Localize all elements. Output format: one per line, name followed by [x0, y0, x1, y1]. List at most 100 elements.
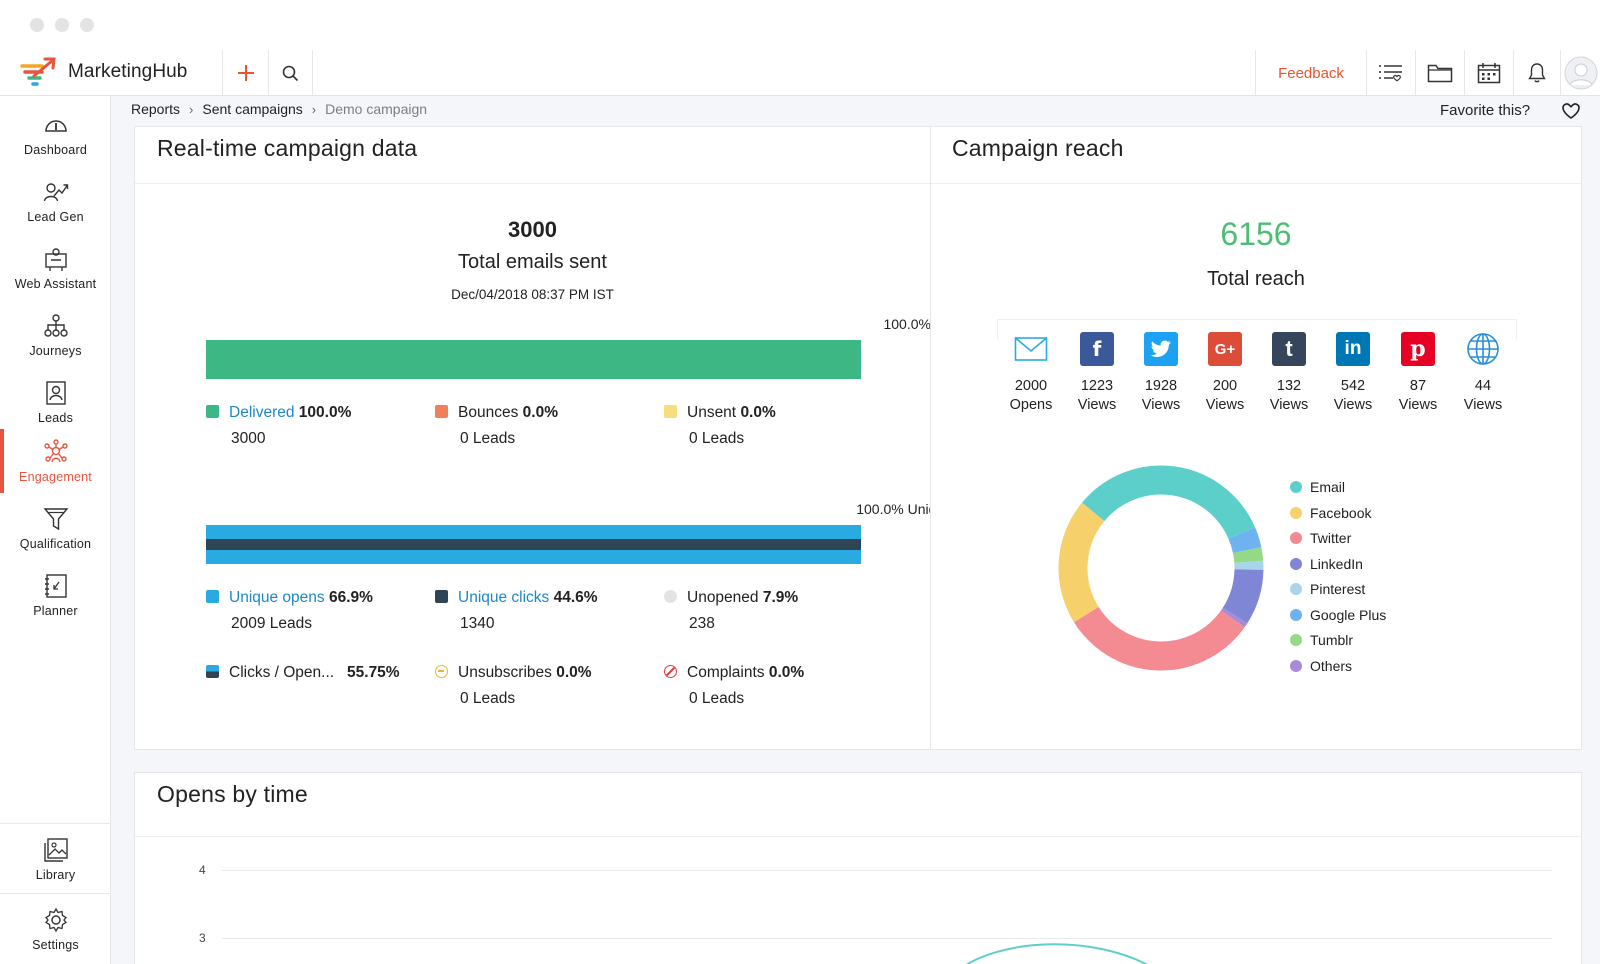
linkedin-icon: in [1336, 332, 1370, 366]
library-icon [43, 838, 68, 862]
complaints-value: 0.0% [768, 664, 805, 681]
channel-facebook[interactable]: f 1223 Views [1065, 332, 1129, 413]
delivered-link[interactable]: Delivered [229, 404, 295, 421]
donut-segment-tumblr[interactable] [1232, 547, 1264, 564]
legend-pinterest: Pinterest [1290, 581, 1365, 597]
channel-count: 1223 [1080, 378, 1114, 394]
calendar-button[interactable] [1465, 50, 1513, 96]
search-button[interactable] [269, 50, 312, 96]
legend-swatch [206, 405, 219, 418]
sidebar-item-library[interactable]: Library [0, 827, 111, 891]
sidebar-item-web-assistant[interactable]: Web Assistant [0, 236, 111, 300]
legend-google-plus: Google Plus [1290, 607, 1386, 623]
journeys-icon [43, 314, 68, 337]
channel-unit: Views [1141, 397, 1181, 413]
unique-clicks-value: 44.6% [553, 589, 598, 606]
gauge-icon [44, 120, 67, 132]
delivered-sub: 3000 [231, 430, 266, 447]
channel-tumblr[interactable]: t 132 Views [1257, 332, 1321, 413]
breadcrumb: Reports › Sent campaigns › Demo campaign [131, 101, 427, 117]
card-divider [931, 183, 1581, 184]
files-button[interactable] [1416, 50, 1464, 96]
total-reach-value: 6156 [1220, 216, 1292, 252]
channel-linkedin[interactable]: in 542 Views [1321, 332, 1385, 413]
sidebar-item-leads[interactable]: Leads [0, 370, 111, 434]
sidebar-item-lead-gen[interactable]: Lead Gen [0, 169, 111, 233]
sidebar-item-label: Engagement [19, 470, 92, 484]
app-logo-icon [20, 57, 56, 86]
create-button[interactable] [223, 50, 268, 96]
legend-tumblr: Tumblr [1290, 632, 1353, 648]
bounces-label: Bounces [458, 404, 519, 421]
feedback-button[interactable]: Feedback [1256, 50, 1366, 96]
funnel-icon [42, 508, 69, 531]
donut-segment-email[interactable] [1082, 465, 1256, 540]
folder-icon [1427, 64, 1453, 83]
sidebar-item-planner[interactable]: Planner [0, 563, 111, 627]
donut-segment-twitter[interactable] [1074, 606, 1245, 671]
channel-pinterest[interactable]: p 87 Views [1386, 332, 1450, 413]
complaint-icon [664, 665, 677, 678]
legend-label: Email [1310, 479, 1346, 495]
unsubscribe-icon [435, 665, 448, 678]
channel-count: 2000 [1014, 378, 1048, 394]
unopened-value: 7.9% [762, 589, 799, 606]
unsent-value: 0.0% [740, 404, 776, 421]
channel-google-plus[interactable]: G+ 200 Views [1193, 332, 1257, 413]
lists-button[interactable] [1367, 50, 1415, 96]
heart-icon[interactable] [1561, 101, 1581, 121]
realtime-title: Real-time campaign data [157, 135, 418, 161]
unique-opens-value: 66.9% [328, 589, 373, 606]
channel-unit: Views [1205, 397, 1245, 413]
window-minimize-dot[interactable] [55, 18, 69, 32]
sidebar-item-engagement[interactable]: Engagement [0, 429, 111, 493]
send-timestamp: Dec/04/2018 08:37 PM IST [451, 287, 614, 302]
window-zoom-dot[interactable] [80, 18, 94, 32]
sidebar-item-dashboard[interactable]: Dashboard [0, 102, 111, 166]
clicks-open-value: 55.75% [347, 664, 400, 681]
unsubscribes-sub: 0 Leads [460, 690, 516, 707]
channel-website[interactable]: 44 Views [1451, 332, 1515, 413]
campaign-reach-card: Campaign reach 6156 Total reach 2000 Ope… [930, 126, 1582, 750]
legend-swatch [435, 590, 448, 603]
channel-twitter[interactable]: 1928 Views [1129, 332, 1193, 413]
legend-twitter: Twitter [1290, 530, 1351, 546]
channel-unit: Views [1269, 397, 1309, 413]
channel-unit: Opens [1009, 397, 1053, 413]
avatar-icon [1564, 56, 1598, 90]
donut-segment-google-plus[interactable] [1228, 527, 1262, 554]
sidebar-item-qualification[interactable]: Qualification [0, 496, 111, 560]
donut-segment-facebook[interactable] [1058, 502, 1105, 623]
stat-unopened: Unopened 7.9% 238 [664, 589, 798, 633]
legend-label: Twitter [1310, 530, 1352, 546]
legend-label: Tumblr [1310, 632, 1354, 648]
app-name: MarketingHub [68, 61, 188, 82]
window-close-dot[interactable] [30, 18, 44, 32]
donut-segment-others[interactable] [1220, 607, 1248, 628]
calendar-icon [1477, 63, 1501, 84]
sidebar-item-journeys[interactable]: Journeys [0, 303, 111, 367]
card-divider [135, 183, 930, 184]
planner-icon [44, 574, 67, 598]
breadcrumb-sent-campaigns[interactable]: Sent campaigns [202, 101, 303, 117]
stat-unique-opens: Unique opens 66.9% 2009 Leads [206, 589, 373, 633]
y-tick-label: 3 [199, 931, 206, 945]
unique-clicks-link[interactable]: Unique clicks [458, 589, 550, 606]
channel-email[interactable]: 2000 Opens [999, 332, 1063, 413]
sidebar-item-settings[interactable]: Settings [0, 897, 111, 961]
plus-icon [237, 65, 254, 81]
delivered-bar [206, 340, 861, 379]
donut-segment-linkedin[interactable] [1222, 568, 1264, 624]
reach-title: Campaign reach [952, 135, 1124, 161]
legend-others: Others [1290, 658, 1352, 674]
breadcrumb-reports[interactable]: Reports [131, 101, 181, 117]
twitter-icon [1144, 332, 1178, 366]
web-assistant-icon [44, 248, 67, 271]
unique-opens-link[interactable]: Unique opens [229, 589, 325, 606]
notifications-button[interactable] [1514, 50, 1560, 96]
unsubscribes-value: 0.0% [556, 664, 592, 681]
sidebar-item-label: Qualification [19, 537, 92, 551]
sidebar-item-label: Dashboard [24, 143, 87, 157]
clicks-open-label: Clicks / Open... [229, 664, 335, 681]
user-avatar[interactable] [1562, 50, 1600, 96]
